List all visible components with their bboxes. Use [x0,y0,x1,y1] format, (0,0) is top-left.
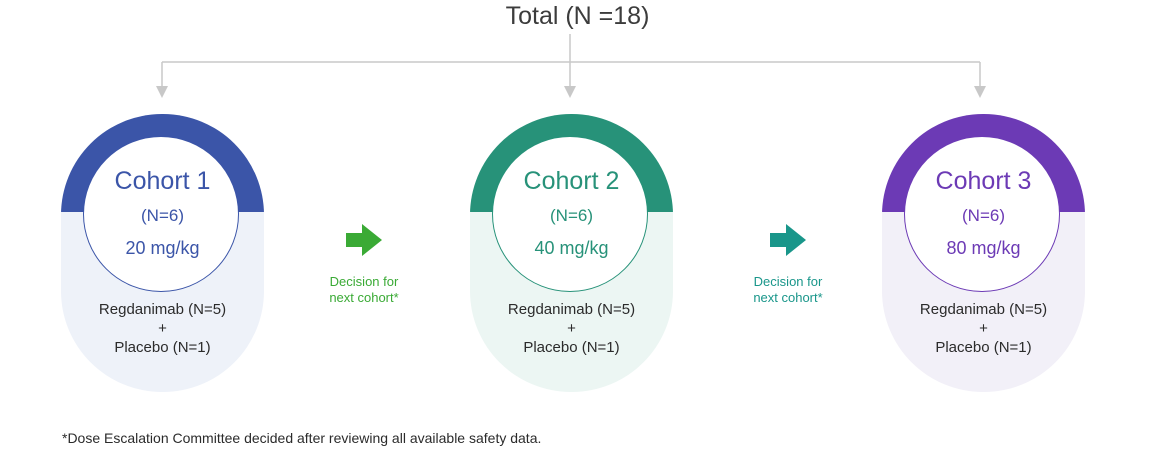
arrowhead-cohort-1 [156,86,168,98]
footnote: *Dose Escalation Committee decided after… [62,430,542,446]
treatment-arm: Regdanimab (N=5) [98,301,227,318]
decision-step-1: Decision for next cohort* [294,224,434,306]
cohort-inner-circle [83,136,239,292]
cohort-sample-size: (N=6) [141,206,184,225]
plus-sign: + [567,320,576,337]
cohort-inner-circle [904,136,1060,292]
placebo-arm: Placebo (N=1) [523,339,620,356]
plus-sign: + [979,320,988,337]
cohort-name: Cohort 3 [935,167,1032,195]
cohort-arms: Regdanimab (N=5) + Placebo (N=1) [61,300,264,357]
cohort-dose: 80 mg/kg [946,238,1021,258]
cohort-arms: Regdanimab (N=5) + Placebo (N=1) [882,300,1085,357]
diagram-title: Total (N =18) [505,2,650,30]
cohort-arms: Regdanimab (N=5) + Placebo (N=1) [470,300,673,357]
placebo-arm: Placebo (N=1) [935,339,1032,356]
cohort-dose: 40 mg/kg [534,238,609,258]
cohort-name: Cohort 1 [114,167,211,195]
arrowhead-cohort-3 [974,86,986,98]
cohort-inner-circle [492,136,648,292]
cohort-2-card: Cohort 2 (N=6) 40 mg/kg Regdanimab (N=5)… [470,114,673,392]
cohort-3-card: Cohort 3 (N=6) 80 mg/kg Regdanimab (N=5)… [882,114,1085,392]
cohort-1-card: Cohort 1 (N=6) 20 mg/kg Regdanimab (N=5)… [61,114,264,392]
treatment-arm: Regdanimab (N=5) [919,301,1048,318]
right-arrow-icon [346,224,382,256]
right-arrow-icon [770,224,806,256]
cohort-dose: 20 mg/kg [125,238,200,258]
decision-label: Decision for next cohort* [329,274,399,305]
treatment-arm: Regdanimab (N=5) [507,301,636,318]
cohort-sample-size: (N=6) [962,206,1005,225]
decision-step-2: Decision for next cohort* [718,224,858,306]
cohort-name: Cohort 2 [523,167,620,195]
connector-lines [156,34,986,98]
decision-label: Decision for next cohort* [753,274,823,305]
arrowhead-cohort-2 [564,86,576,98]
plus-sign: + [158,320,167,337]
placebo-arm: Placebo (N=1) [114,339,211,356]
cohort-sample-size: (N=6) [550,206,593,225]
